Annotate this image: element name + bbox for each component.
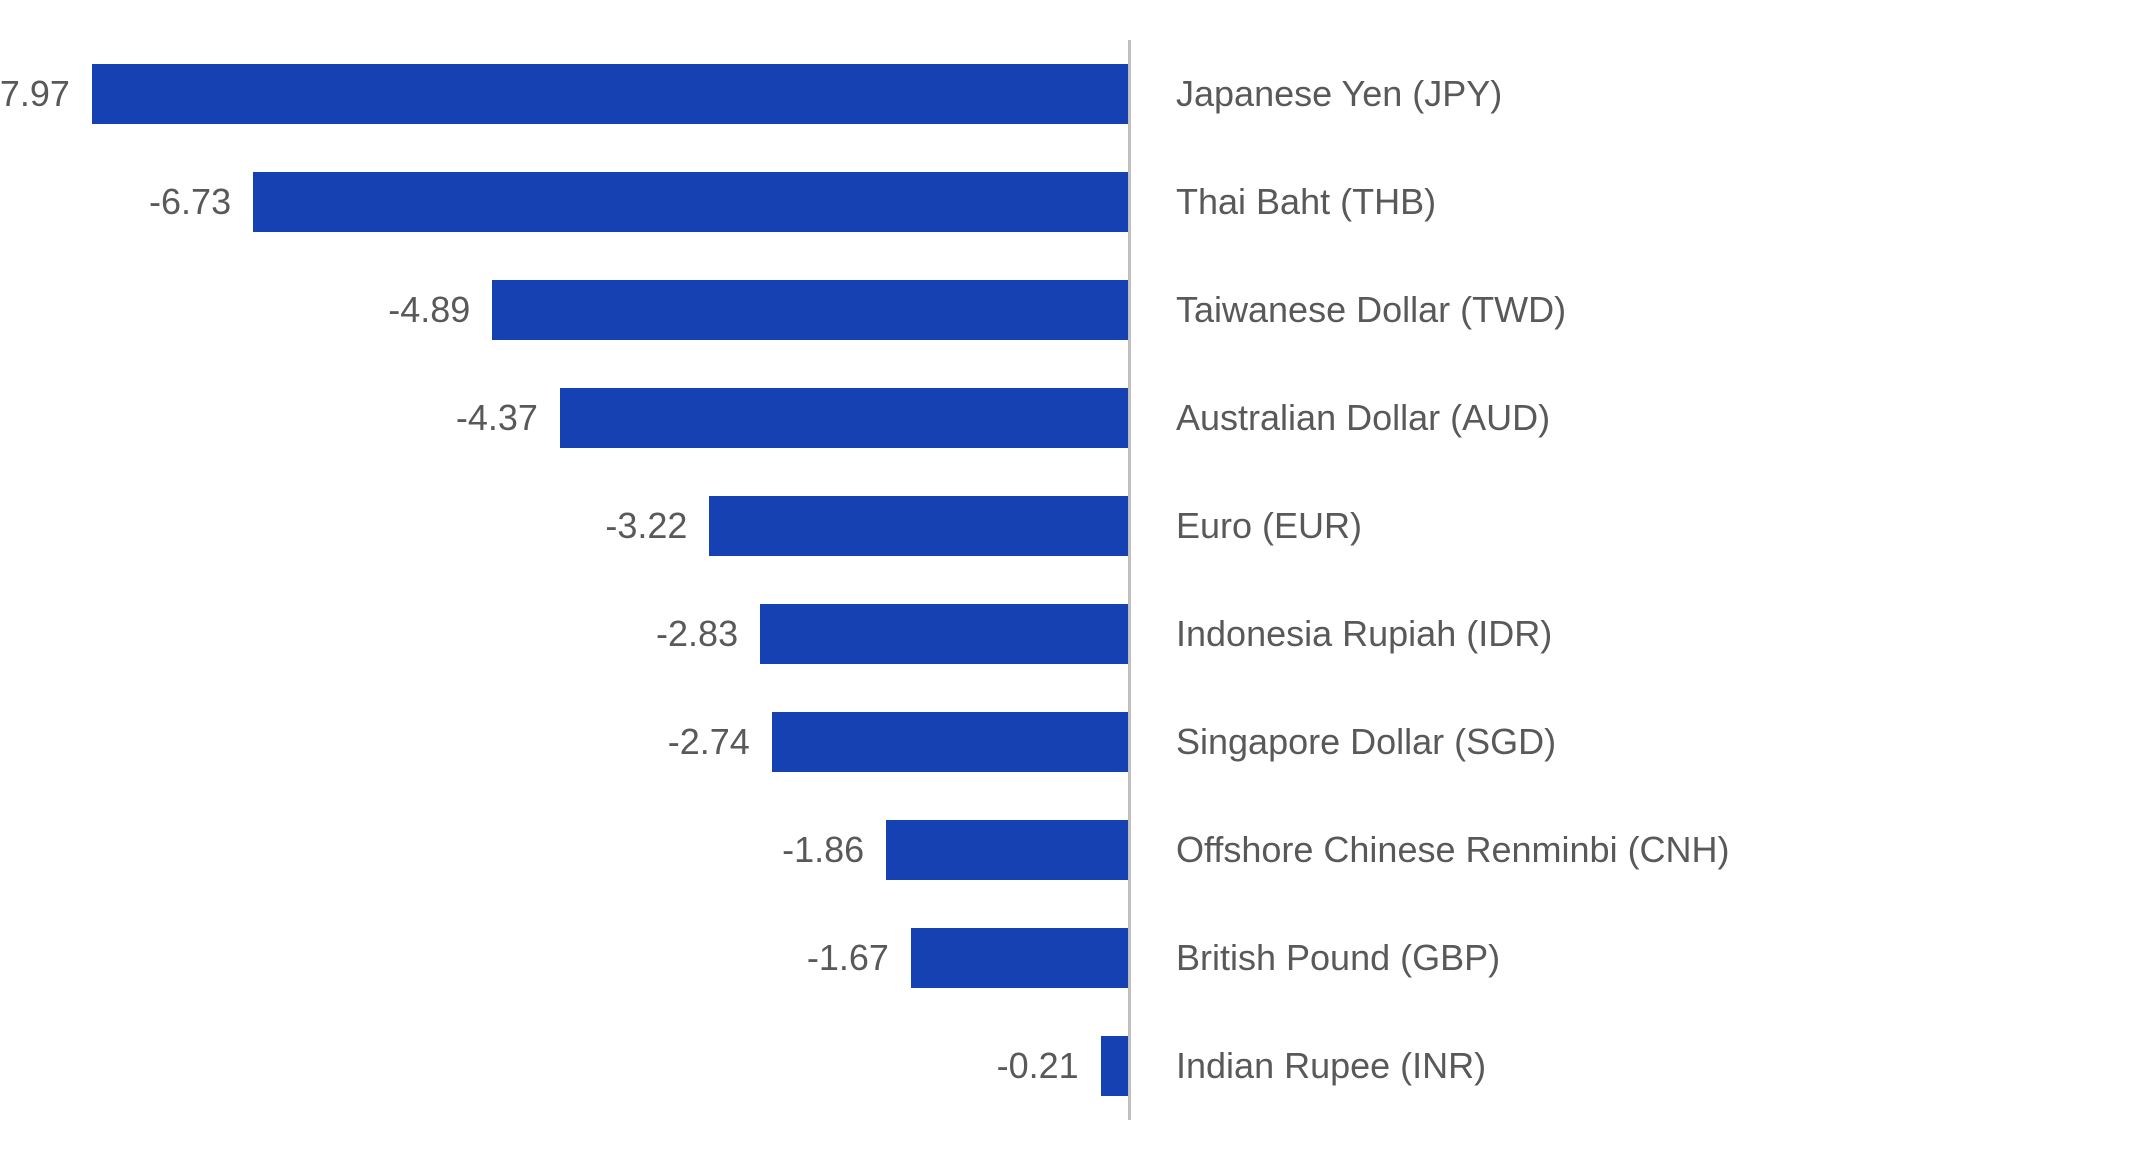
bar (492, 280, 1128, 340)
value-label: -1.86 (782, 829, 864, 871)
value-label: -0.21 (997, 1045, 1079, 1087)
zero-axis-line (1128, 40, 1131, 1120)
category-label: Offshore Chinese Renminbi (CNH) (1176, 829, 1730, 871)
value-label: -1.67 (807, 937, 889, 979)
bar (1101, 1036, 1128, 1096)
category-label: Japanese Yen (JPY) (1176, 73, 1502, 115)
bar (772, 712, 1128, 772)
bar (92, 64, 1128, 124)
value-label: -3.22 (605, 505, 687, 547)
category-label: Indonesia Rupiah (IDR) (1176, 613, 1552, 655)
value-label: -2.74 (668, 721, 750, 763)
value-label: -4.37 (456, 397, 538, 439)
category-label: Singapore Dollar (SGD) (1176, 721, 1556, 763)
category-label: Thai Baht (THB) (1176, 181, 1436, 223)
category-label: Australian Dollar (AUD) (1176, 397, 1550, 439)
value-label: -2.83 (656, 613, 738, 655)
bar (709, 496, 1128, 556)
category-label: Taiwanese Dollar (TWD) (1176, 289, 1566, 331)
bar (911, 928, 1128, 988)
bar (560, 388, 1128, 448)
bar (253, 172, 1128, 232)
value-label: -4.89 (388, 289, 470, 331)
category-label: Indian Rupee (INR) (1176, 1045, 1486, 1087)
bar (760, 604, 1128, 664)
value-label: -7.97 (0, 73, 70, 115)
bar (886, 820, 1128, 880)
value-label: -6.73 (149, 181, 231, 223)
category-label: Euro (EUR) (1176, 505, 1362, 547)
category-label: British Pound (GBP) (1176, 937, 1500, 979)
currency-performance-bar-chart: -7.97 Japanese Yen (JPY) -6.73 Thai Baht (T… (0, 0, 2135, 1155)
